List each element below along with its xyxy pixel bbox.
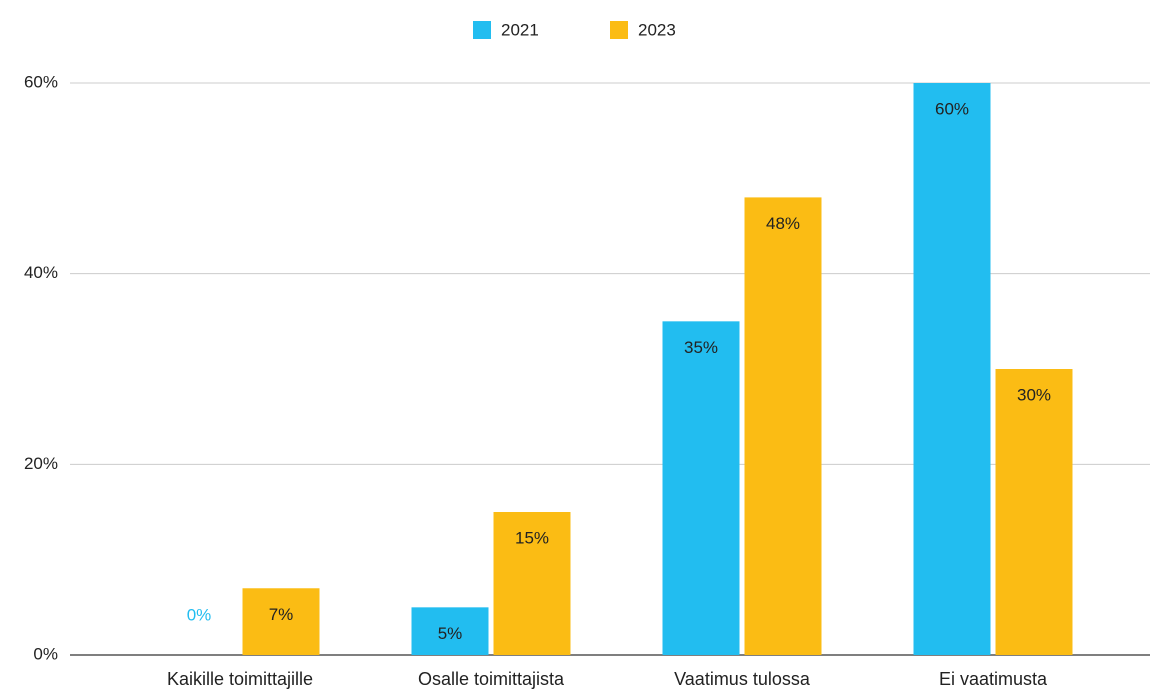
legend-label: 2023 <box>638 20 676 39</box>
data-label: 60% <box>935 99 969 118</box>
y-tick-label: 20% <box>24 454 58 473</box>
data-label: 5% <box>438 624 463 643</box>
bar <box>411 607 489 655</box>
x-tick-label: Vaatimus tulossa <box>674 669 811 689</box>
bar <box>995 369 1073 655</box>
x-tick-label: Osalle toimittajista <box>418 669 565 689</box>
y-tick-label: 0% <box>33 644 58 663</box>
data-label: 0% <box>187 605 212 624</box>
data-label: 15% <box>515 528 549 547</box>
bar <box>913 83 991 655</box>
legend-label: 2021 <box>501 20 539 39</box>
x-tick-label: Ei vaatimusta <box>939 669 1048 689</box>
legend-swatch <box>610 21 628 39</box>
bar <box>493 512 571 655</box>
data-label: 7% <box>269 605 294 624</box>
bar <box>744 197 822 655</box>
y-tick-label: 40% <box>24 263 58 282</box>
legend-swatch <box>473 21 491 39</box>
y-tick-label: 60% <box>24 72 58 91</box>
data-label: 35% <box>684 338 718 357</box>
bar <box>662 321 740 655</box>
bar <box>242 588 320 655</box>
x-tick-label: Kaikille toimittajille <box>167 669 313 689</box>
data-label: 48% <box>766 214 800 233</box>
data-label: 30% <box>1017 385 1051 404</box>
